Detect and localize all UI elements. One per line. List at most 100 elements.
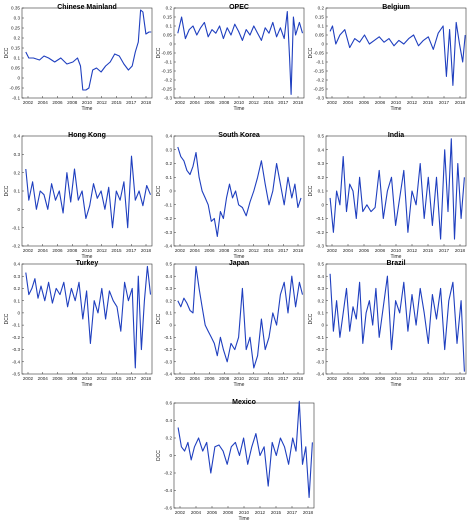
panel-title: Mexico	[232, 399, 256, 406]
y-tick-label: 0.2	[166, 436, 173, 441]
x-tick-label: 2017	[439, 100, 450, 105]
x-tick-label: 2018	[293, 248, 304, 253]
y-tick-label: 0.35	[11, 6, 20, 11]
dcc-series-line	[329, 273, 465, 372]
dcc-series-line	[329, 138, 465, 240]
y-tick-label: 0.1	[14, 298, 21, 303]
y-tick-label: 0.1	[318, 189, 325, 194]
x-tick-label: 2006	[359, 100, 370, 105]
x-tick-label: 2008	[67, 100, 78, 105]
x-tick-label: 2017	[287, 510, 298, 515]
y-axis-label: DCC	[4, 185, 10, 196]
x-tick-label: 2004	[343, 100, 354, 105]
x-axis-label: Time	[391, 106, 402, 112]
x-tick-label: 2018	[293, 100, 304, 105]
x-tick-label: 2002	[175, 100, 186, 105]
y-tick-label: -0.15	[162, 69, 173, 74]
y-tick-label: 0.1	[166, 24, 173, 29]
x-tick-label: 2004	[343, 376, 354, 381]
y-axis-label: DCC	[308, 185, 314, 196]
x-tick-label: 2002	[23, 376, 34, 381]
x-axis-label: Time	[391, 254, 402, 260]
x-tick-label: 2017	[439, 376, 450, 381]
x-tick-label: 2012	[249, 248, 260, 253]
y-tick-label: -0.1	[316, 216, 324, 221]
x-tick-label: 2018	[455, 376, 466, 381]
y-tick-label: 0.25	[11, 26, 20, 31]
plot-frame	[325, 263, 467, 375]
y-tick-label: 0.1	[318, 24, 325, 29]
x-tick-label: 2012	[407, 376, 418, 381]
panel-title: Chinese Mainland	[57, 4, 117, 11]
y-tick-label: 0.3	[318, 161, 325, 166]
y-tick-label: -0.2	[316, 78, 324, 83]
x-tick-label: 2018	[293, 376, 304, 381]
y-tick-label: -0.05	[314, 51, 325, 56]
x-tick-label: 2017	[278, 100, 289, 105]
y-tick-label: -0.3	[164, 359, 172, 364]
x-axis-label: Time	[239, 516, 250, 521]
y-tick-label: 0.1	[166, 310, 173, 315]
plot-frame	[173, 7, 305, 99]
y-tick-label: 0.5	[166, 262, 173, 267]
y-tick-label: -0.3	[316, 359, 324, 364]
x-tick-label: 2010	[234, 376, 245, 381]
y-axis-label: DCC	[308, 47, 314, 58]
x-tick-label: 2002	[327, 376, 338, 381]
y-tick-label: 0	[169, 189, 172, 194]
y-tick-label: 0.15	[163, 15, 172, 20]
y-tick-label: 0.2	[14, 170, 21, 175]
x-tick-label: 2012	[249, 376, 260, 381]
x-tick-label: 2002	[175, 248, 186, 253]
x-tick-label: 2012	[97, 248, 108, 253]
y-tick-label: -0.4	[12, 359, 20, 364]
x-tick-label: 2008	[219, 376, 230, 381]
x-tick-label: 2015	[423, 248, 434, 253]
y-tick-label: 0.4	[166, 134, 173, 139]
x-tick-label: 2010	[391, 100, 402, 105]
x-tick-label: 2006	[359, 376, 370, 381]
y-tick-label: 0.5	[318, 262, 325, 267]
x-tick-label: 2004	[190, 376, 201, 381]
y-tick-label: -0.1	[164, 60, 172, 65]
y-tick-label: -0.6	[164, 506, 172, 511]
x-tick-label: 2004	[191, 510, 202, 515]
x-tick-label: 2012	[255, 510, 266, 515]
dcc-series-line	[25, 9, 152, 91]
x-tick-label: 2015	[423, 376, 434, 381]
x-tick-label: 2006	[359, 248, 370, 253]
x-tick-label: 2018	[141, 248, 152, 253]
x-tick-label: 2008	[67, 376, 78, 381]
x-tick-label: 2004	[190, 248, 201, 253]
y-tick-label: 0.3	[14, 152, 21, 157]
plot-frame	[173, 263, 305, 375]
y-tick-label: 0.2	[318, 175, 325, 180]
y-tick-label: -0.1	[164, 335, 172, 340]
x-tick-label: 2002	[23, 100, 34, 105]
x-tick-label: 2015	[271, 510, 282, 515]
y-tick-label: 0.2	[318, 298, 325, 303]
y-tick-label: -0.25	[162, 87, 173, 92]
x-tick-label: 2006	[52, 376, 63, 381]
y-tick-label: 0.3	[166, 286, 173, 291]
y-tick-label: 0	[321, 202, 324, 207]
x-axis-label: Time	[82, 382, 93, 388]
y-tick-label: 0.05	[315, 33, 324, 38]
y-tick-label: 0	[169, 42, 172, 47]
y-tick-label: -0.2	[164, 78, 172, 83]
x-axis-label: Time	[234, 106, 245, 112]
x-tick-label: 2015	[263, 100, 274, 105]
x-tick-label: 2015	[111, 100, 122, 105]
x-tick-label: 2004	[343, 248, 354, 253]
y-axis-label: DCC	[308, 313, 314, 324]
x-tick-label: 2004	[190, 100, 201, 105]
x-tick-label: 2006	[204, 248, 215, 253]
x-tick-label: 2002	[327, 248, 338, 253]
y-tick-label: -0.3	[316, 244, 324, 249]
y-tick-label: 0.15	[315, 15, 324, 20]
y-tick-label: 0.2	[166, 161, 173, 166]
y-tick-label: -0.1	[12, 96, 20, 101]
x-tick-label: 2008	[375, 248, 386, 253]
dcc-series-line	[329, 21, 466, 86]
